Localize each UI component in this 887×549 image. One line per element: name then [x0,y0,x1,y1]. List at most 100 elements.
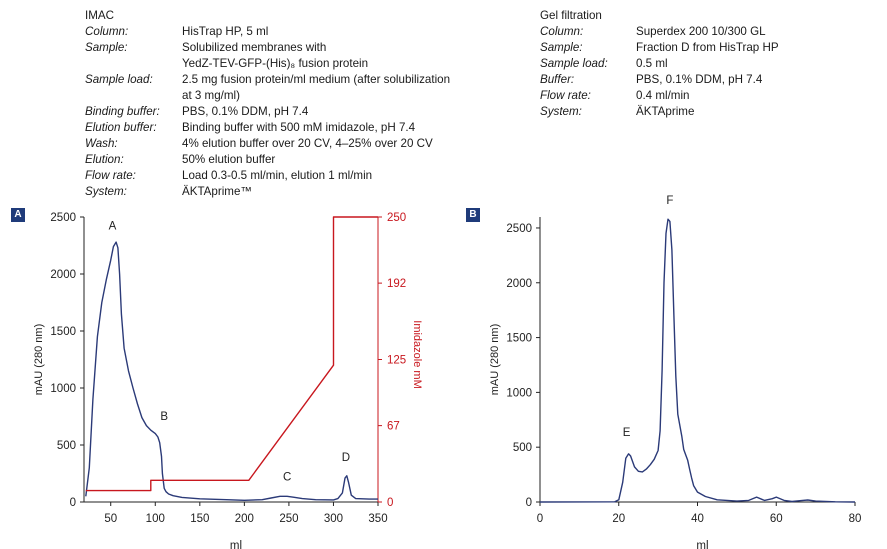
parameter-value: 0.4 ml/min [636,89,690,102]
panel-b-x-tick-label: 0 [537,513,543,525]
imac-parameters: IMAC Column: HisTrap HP, 5 ml Sample: Solub… [85,8,450,200]
panel-a-y-tick-label: 1000 [50,383,76,395]
parameter-row: System: ÄKTAprime [540,104,779,120]
parameter-value: Solubilized membranes with [182,41,327,54]
parameter-value: Load 0.3-0.5 ml/min, elution 1 ml/min [182,169,373,182]
parameter-key: Column: [85,25,129,38]
parameter-row: at 3 mg/ml) [85,88,450,104]
parameter-key: Elution buffer: [85,121,157,134]
parameter-row: System: ÄKTAprime™ [85,184,450,200]
panel-a-peak-label: A [109,221,117,233]
panel-a-y2-tick-label: 125 [387,355,406,367]
imac-rows: Column: HisTrap HP, 5 ml Sample: Solubilize… [85,24,450,200]
panel-a-y2-tick-label: 67 [387,421,400,433]
parameter-value: PBS, 0.1% DDM, pH 7.4 [636,73,763,86]
parameter-value: Superdex 200 10/300 GL [636,25,766,38]
panel-a-x-tick-label: 350 [368,513,387,525]
panel-b-y-tick-label: 500 [513,442,532,454]
panel-a-y-tick-label: 1500 [50,326,76,338]
panel-b-badge: B [466,208,480,222]
panel-a-y2-tick-label: 192 [387,278,406,290]
panel-a-y-axis-label: mAU (280 nm) [33,324,45,396]
panel-a-x-tick-label: 100 [146,513,165,525]
panel-b-y-tick-label: 0 [526,497,532,509]
parameter-value: 0.5 ml [636,57,668,70]
panel-a-x-tick-label: 300 [324,513,343,525]
panel-b-x-tick-label: 40 [691,513,704,525]
parameter-value: ÄKTAprime™ [182,185,253,198]
parameter-row: Wash: 4% elution buffer over 20 CV, 4–25%… [85,136,450,152]
panel-a-absorbance-trace [85,241,378,501]
parameter-row: YedZ-TEV-GFP-(His)₈ fusion protein [85,56,450,72]
panel-b-x-tick-label: 60 [770,513,783,525]
panel-a-x-tick-label: 250 [279,513,298,525]
gel-filtration-heading: Gel filtration [540,9,602,22]
panel-b-y-tick-label: 1500 [506,333,532,345]
panel-a-peak-label: C [283,471,291,483]
parameter-key: Sample: [540,41,583,54]
parameter-value: PBS, 0.1% DDM, pH 7.4 [182,105,309,118]
parameter-key: Elution: [85,153,124,166]
parameter-row: Column: HisTrap HP, 5 ml [85,24,450,40]
panel-a-y2-axis-label: Imidazole mM [411,320,423,388]
parameter-value: at 3 mg/ml) [182,89,240,102]
parameter-value: Fraction D from HisTrap HP [636,41,779,54]
parameter-row: Sample: Solubilized membranes with [85,40,450,56]
parameter-row: Sample load: 2.5 mg fusion protein/ml med… [85,72,450,88]
parameter-key: Column: [540,25,584,38]
panel-a-y2-tick-label: 250 [387,212,406,224]
panel-b-y-tick-label: 2500 [506,223,532,235]
panel-a-y-tick-label: 2500 [50,212,76,224]
panel-a-y2-tick-label: 0 [387,497,393,509]
panel-a-badge: A [11,208,25,222]
parameter-key: Flow rate: [85,169,136,182]
panel-a-peak-label: D [342,452,350,464]
parameter-key: Wash: [85,137,118,150]
parameter-value: Binding buffer with 500 mM imidazole, pH… [182,121,416,134]
parameter-key: System: [540,105,582,118]
parameter-row: Sample load: 0.5 ml [540,56,779,72]
panel-a-imidazole-line [85,216,378,492]
parameter-key: Flow rate: [540,89,591,102]
parameter-row: Elution: 50% elution buffer [85,152,450,168]
parameter-key: Binding buffer: [85,105,160,118]
panel-a-y-tick-label: 2000 [50,269,76,281]
parameter-value: ÄKTAprime [636,105,695,118]
parameter-key: Sample: [85,41,128,54]
parameter-row: Buffer: PBS, 0.1% DDM, pH 7.4 [540,72,779,88]
parameter-row: Flow rate: Load 0.3-0.5 ml/min, elution 1… [85,168,450,184]
panel-b-x-tick-label: 20 [612,513,625,525]
gel-filtration-parameters: Gel filtration Column: Superdex 200 10/30… [540,8,779,120]
parameter-row: Elution buffer: Binding buffer with 500 m… [85,120,450,136]
panel-a-y-tick-label: 0 [70,497,76,509]
parameter-row: Column: Superdex 200 10/300 GL [540,24,779,40]
parameter-row: Binding buffer: PBS, 0.1% DDM, pH 7.4 [85,104,450,120]
parameter-key: System: [85,185,127,198]
parameter-row: Flow rate: 0.4 ml/min [540,88,779,104]
panel-b-peak-label: F [666,195,673,207]
panel-a-x-axis-label: ml [230,540,242,549]
panel-b-y-tick-label: 1000 [506,387,532,399]
panel-b-peak-label: E [623,427,631,439]
imac-heading: IMAC [85,9,114,22]
panel-a-x-tick-label: 50 [104,513,117,525]
panel-b-x-axis-label: ml [696,540,708,549]
panel-b-y-axis-label: mAU (280 nm) [489,324,501,396]
panel-b-y-tick-label: 2000 [506,278,532,290]
gel-filtration-rows: Column: Superdex 200 10/300 GL Sample: Frac… [540,24,779,120]
parameter-value: 50% elution buffer [182,153,276,166]
parameter-key: Buffer: [540,73,575,86]
parameter-value: 2.5 mg fusion protein/ml medium (after s… [182,73,451,86]
panel-a-peak-label: B [160,411,168,423]
panel-b-absorbance-trace [539,218,856,503]
panel-a-x-tick-label: 200 [235,513,254,525]
parameter-value: YedZ-TEV-GFP-(His)₈ fusion protein [182,57,369,70]
panel-a-y-tick-label: 500 [57,440,76,452]
panel-a-x-tick-label: 150 [190,513,209,525]
parameter-key: Sample load: [85,73,153,86]
panel-b-x-tick-label: 80 [849,513,862,525]
parameter-key: Sample load: [540,57,608,70]
parameter-value: HisTrap HP, 5 ml [182,25,269,38]
parameter-row: Sample: Fraction D from HisTrap HP [540,40,779,56]
